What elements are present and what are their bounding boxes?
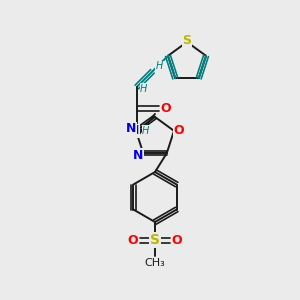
Text: H: H: [156, 61, 163, 71]
Text: H: H: [142, 126, 150, 136]
Text: H: H: [140, 84, 148, 94]
Text: N: N: [129, 124, 139, 137]
Text: O: O: [128, 233, 138, 247]
Text: S: S: [182, 34, 191, 47]
Text: CH₃: CH₃: [145, 258, 165, 268]
Text: N: N: [126, 122, 136, 135]
Text: N: N: [133, 149, 143, 162]
Text: O: O: [160, 102, 171, 116]
Text: O: O: [172, 233, 182, 247]
Text: O: O: [174, 124, 184, 137]
Text: S: S: [150, 233, 160, 247]
